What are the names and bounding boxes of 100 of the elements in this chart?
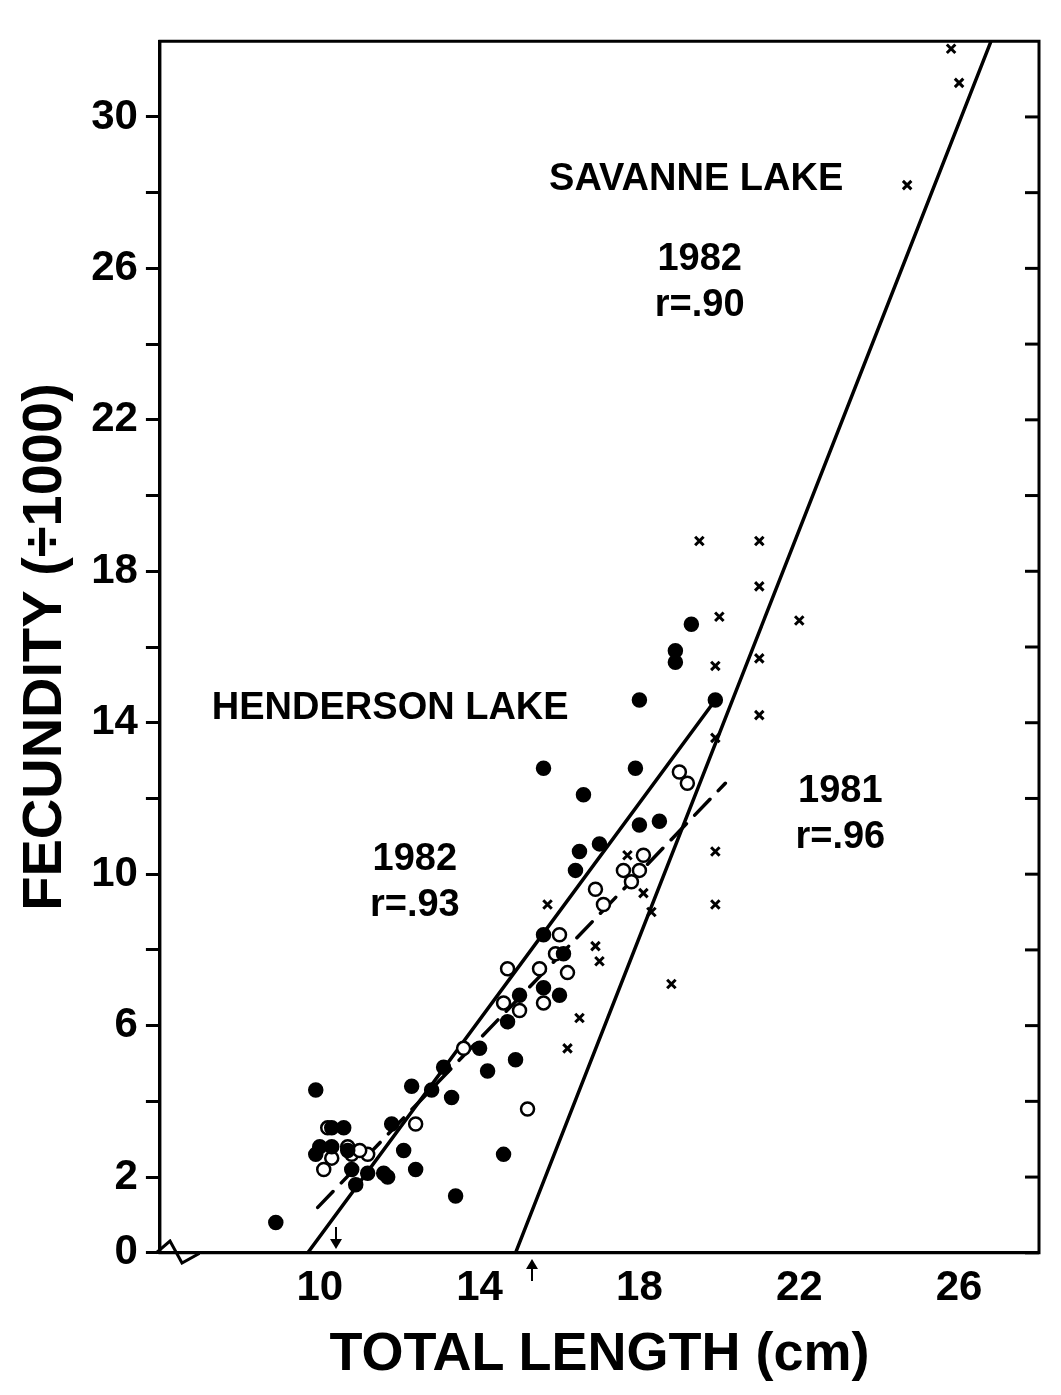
point xyxy=(589,940,602,952)
point xyxy=(535,760,552,776)
point xyxy=(455,1040,472,1057)
point xyxy=(631,692,648,708)
point xyxy=(535,995,552,1011)
point xyxy=(575,786,592,803)
point xyxy=(651,813,668,829)
point xyxy=(511,1002,528,1019)
point xyxy=(395,1142,412,1159)
point xyxy=(551,987,568,1004)
point xyxy=(793,614,805,627)
point xyxy=(323,1139,340,1155)
point xyxy=(627,760,644,776)
x-tick-label: 22 xyxy=(775,1261,823,1309)
point xyxy=(707,692,724,708)
x-tick-label: 18 xyxy=(616,1261,663,1309)
x-axis-title: TOTAL LENGTH (cm) xyxy=(329,1321,870,1382)
annotation: 1982 r=.90 xyxy=(654,235,745,324)
point xyxy=(631,817,648,833)
x-tick-label: 14 xyxy=(456,1261,504,1309)
point xyxy=(407,1116,424,1132)
x-tick-label: 10 xyxy=(296,1261,344,1309)
point xyxy=(308,1082,324,1098)
point xyxy=(423,1082,440,1098)
x-tick-label: 26 xyxy=(935,1261,983,1309)
point xyxy=(335,1120,352,1136)
point xyxy=(953,77,965,89)
point xyxy=(343,1161,360,1178)
point xyxy=(709,660,722,672)
point xyxy=(615,862,632,879)
annotation: 1982 r=.93 xyxy=(369,835,460,924)
point xyxy=(595,896,612,913)
point xyxy=(709,845,722,858)
point xyxy=(479,1063,496,1079)
point xyxy=(499,1014,516,1030)
y-tick-label: 2 xyxy=(114,1150,138,1198)
point xyxy=(901,179,913,191)
point xyxy=(511,987,528,1004)
point xyxy=(447,1188,464,1204)
point xyxy=(709,732,722,744)
point xyxy=(535,927,552,943)
y-tick-label: 10 xyxy=(91,847,138,895)
point xyxy=(573,1012,586,1024)
point xyxy=(359,1165,376,1182)
point xyxy=(407,1161,424,1178)
point xyxy=(667,654,684,670)
point xyxy=(559,964,576,981)
y-axis-title: FECUNDITY (÷1000) xyxy=(10,383,74,911)
point xyxy=(753,535,766,547)
point xyxy=(571,843,588,860)
point xyxy=(631,862,648,879)
point xyxy=(495,995,512,1011)
point xyxy=(379,1169,396,1185)
point xyxy=(709,898,722,911)
point xyxy=(339,1142,356,1159)
point xyxy=(316,1161,332,1178)
point xyxy=(435,1059,452,1076)
point xyxy=(679,775,696,792)
point xyxy=(507,1051,524,1068)
point xyxy=(443,1089,460,1106)
y-tick-label: 6 xyxy=(114,999,138,1047)
point xyxy=(753,709,766,721)
annotation: 1981 r=.96 xyxy=(795,767,886,856)
point xyxy=(347,1176,364,1193)
point xyxy=(471,1040,488,1057)
point xyxy=(587,881,604,898)
y-tick-label: 14 xyxy=(91,696,139,744)
point xyxy=(621,849,634,861)
point xyxy=(623,874,640,890)
y-tick-label: 22 xyxy=(91,393,138,441)
y-tick-label: 0 xyxy=(114,1226,138,1274)
point xyxy=(499,961,516,977)
point xyxy=(567,862,584,879)
y-tick-label: 30 xyxy=(91,90,138,138)
point xyxy=(541,898,554,911)
point xyxy=(308,1146,324,1163)
point xyxy=(519,1101,536,1117)
point xyxy=(535,980,552,996)
point xyxy=(753,652,766,665)
point xyxy=(637,887,650,899)
point xyxy=(671,764,688,780)
annotation: SAVANNE LAKE xyxy=(549,155,844,198)
y-tick-label: 18 xyxy=(91,544,138,592)
point xyxy=(645,906,658,918)
point xyxy=(693,535,706,547)
point xyxy=(713,610,726,623)
point xyxy=(555,945,572,962)
point xyxy=(635,847,652,863)
point xyxy=(495,1146,512,1163)
point xyxy=(531,961,548,977)
point xyxy=(753,580,766,593)
point xyxy=(945,43,957,55)
point xyxy=(561,1042,574,1055)
y-tick-label: 26 xyxy=(91,241,138,289)
point xyxy=(383,1116,400,1132)
point xyxy=(268,1214,284,1231)
point xyxy=(593,955,606,967)
point xyxy=(665,978,678,990)
point xyxy=(403,1078,420,1094)
point xyxy=(551,927,568,943)
